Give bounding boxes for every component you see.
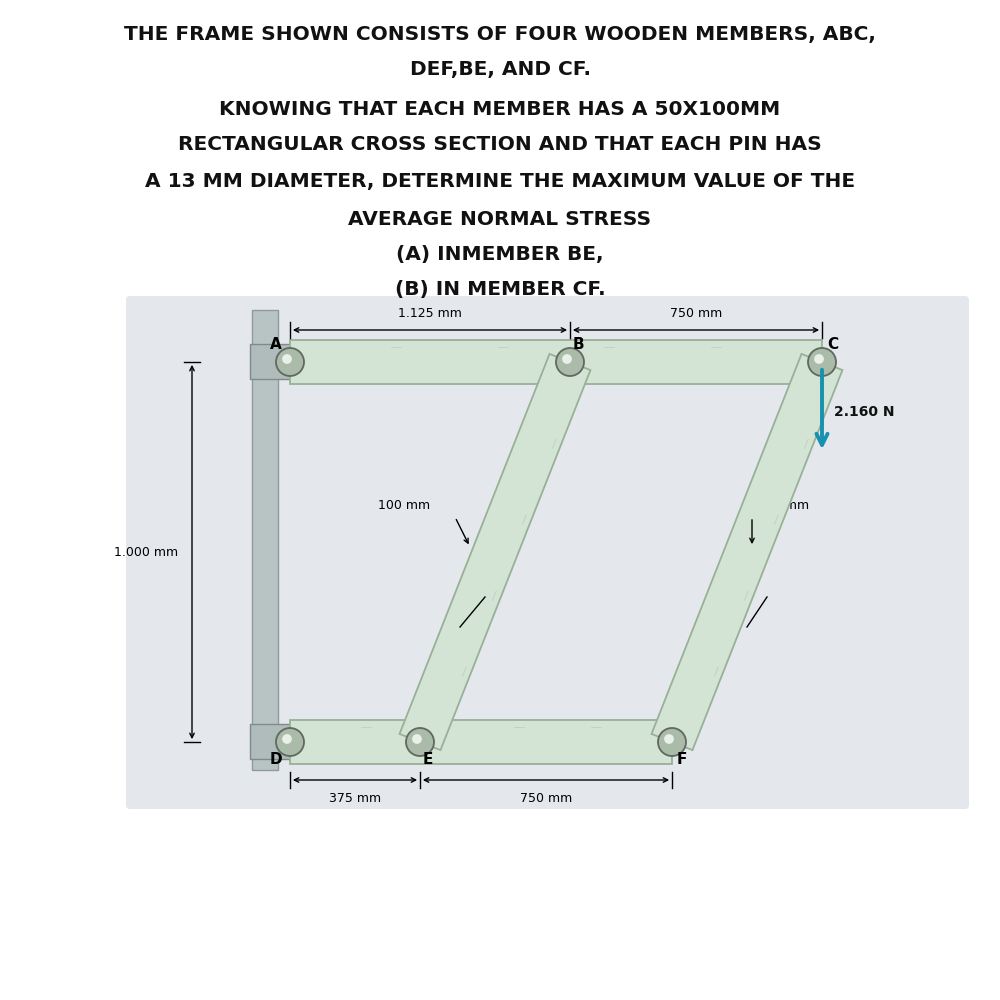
FancyBboxPatch shape — [126, 296, 969, 809]
Bar — [250, 724, 292, 759]
Circle shape — [406, 728, 434, 756]
Text: A 13 MM DIAMETER, DETERMINE THE MAXIMUM VALUE OF THE: A 13 MM DIAMETER, DETERMINE THE MAXIMUM … — [145, 172, 855, 191]
Text: DEF,BE, AND CF.: DEF,BE, AND CF. — [410, 60, 590, 79]
Text: (B) IN MEMBER CF.: (B) IN MEMBER CF. — [395, 280, 605, 299]
Circle shape — [276, 348, 304, 376]
Text: D: D — [269, 752, 282, 767]
Text: 750 mm: 750 mm — [520, 792, 572, 805]
Text: (A) INMEMBER BE,: (A) INMEMBER BE, — [396, 245, 604, 264]
Text: F: F — [677, 752, 687, 767]
Text: THE FRAME SHOWN CONSISTS OF FOUR WOODEN MEMBERS, ABC,: THE FRAME SHOWN CONSISTS OF FOUR WOODEN … — [124, 25, 876, 44]
Circle shape — [808, 348, 836, 376]
Circle shape — [276, 728, 304, 756]
Circle shape — [664, 734, 674, 744]
Polygon shape — [652, 354, 842, 750]
Text: 1.000 mm: 1.000 mm — [114, 546, 178, 558]
Text: KNOWING THAT EACH MEMBER HAS A 50X100MM: KNOWING THAT EACH MEMBER HAS A 50X100MM — [219, 100, 781, 119]
Text: 2.160 N: 2.160 N — [834, 405, 895, 419]
Polygon shape — [290, 720, 672, 764]
Circle shape — [562, 354, 572, 364]
Polygon shape — [290, 340, 822, 384]
Text: B: B — [573, 337, 585, 352]
Text: RECTANGULAR CROSS SECTION AND THAT EACH PIN HAS: RECTANGULAR CROSS SECTION AND THAT EACH … — [178, 135, 822, 154]
Circle shape — [556, 348, 584, 376]
Circle shape — [814, 354, 824, 364]
Text: AVERAGE NORMAL STRESS: AVERAGE NORMAL STRESS — [348, 210, 652, 229]
Text: 1.125 mm: 1.125 mm — [398, 307, 462, 320]
Bar — [250, 344, 292, 379]
Text: A: A — [270, 337, 282, 352]
Text: 375 mm: 375 mm — [329, 792, 381, 805]
Text: 100 mm: 100 mm — [378, 499, 430, 512]
Circle shape — [412, 734, 422, 744]
Text: 100 mm: 100 mm — [757, 499, 809, 512]
Text: C: C — [827, 337, 838, 352]
Circle shape — [282, 734, 292, 744]
Text: E: E — [423, 752, 433, 767]
Text: 750 mm: 750 mm — [670, 307, 722, 320]
Polygon shape — [400, 354, 590, 750]
Bar — [252, 310, 278, 770]
Circle shape — [658, 728, 686, 756]
Circle shape — [282, 354, 292, 364]
